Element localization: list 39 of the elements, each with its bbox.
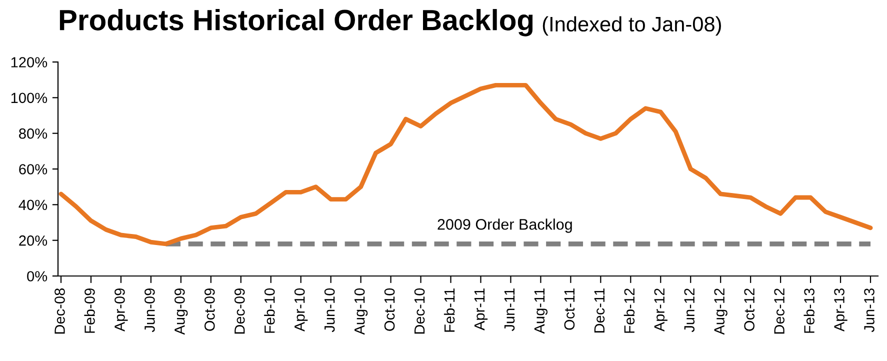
- x-tick-label: Aug-11: [534, 288, 548, 334]
- x-tick-label: Jun-11: [504, 288, 515, 332]
- x-tick-label: Dec-09: [234, 288, 245, 334]
- x-tick-label: Apr-09: [114, 288, 128, 332]
- x-tick-label: Jun-09: [144, 288, 155, 332]
- x-tick-label: Dec-12: [774, 288, 784, 334]
- x-tick-label: Feb-13: [804, 288, 814, 333]
- chart-subtitle: (Indexed to Jan-08): [542, 16, 721, 36]
- x-tick-label: Oct-10: [384, 288, 395, 331]
- x-tick-label: Feb-09: [84, 288, 95, 333]
- x-tick-label: Jun-12: [684, 288, 695, 332]
- x-tick-label: Feb-12: [624, 288, 635, 333]
- y-tick-label: 100%: [11, 92, 48, 104]
- x-tick-label: Apr-10: [294, 288, 308, 332]
- y-tick-label: 0%: [27, 271, 48, 282]
- x-tick-label: Aug-10: [354, 288, 368, 335]
- x-tick-label: Feb-10: [264, 288, 275, 333]
- x-tick-label: Jun-13: [864, 288, 874, 332]
- x-tick-label: Dec-08: [54, 288, 65, 334]
- y-tick-label: 20%: [19, 235, 48, 246]
- y-tick-label: 60%: [19, 164, 48, 174]
- x-tick-label: Jun-10: [324, 288, 335, 332]
- x-tick-label: Apr-11: [474, 288, 488, 330]
- x-tick-label: Aug-12: [714, 288, 728, 335]
- x-tick-label: Dec-10: [414, 288, 425, 334]
- x-tick-label: Feb-11: [444, 288, 455, 332]
- chart-title: Products Historical Order Backlog: [60, 9, 533, 36]
- x-tick-label: Apr-12: [654, 288, 668, 332]
- x-tick-label: Oct-12: [744, 288, 754, 331]
- line-series: [58, 82, 873, 246]
- x-tick-label: Oct-11: [564, 288, 575, 330]
- annotation: 2009 Order Backlog: [438, 218, 572, 233]
- x-tick-label: Oct-09: [204, 288, 215, 331]
- y-tick-label: 80%: [19, 128, 48, 139]
- y-tick-label: 120%: [11, 57, 48, 68]
- x-tick-label: Aug-09: [174, 288, 188, 335]
- x-tick-label: Apr-13: [834, 288, 848, 332]
- y-tick-label: 40%: [18, 200, 48, 210]
- x-tick-label: Dec-11: [594, 288, 605, 333]
